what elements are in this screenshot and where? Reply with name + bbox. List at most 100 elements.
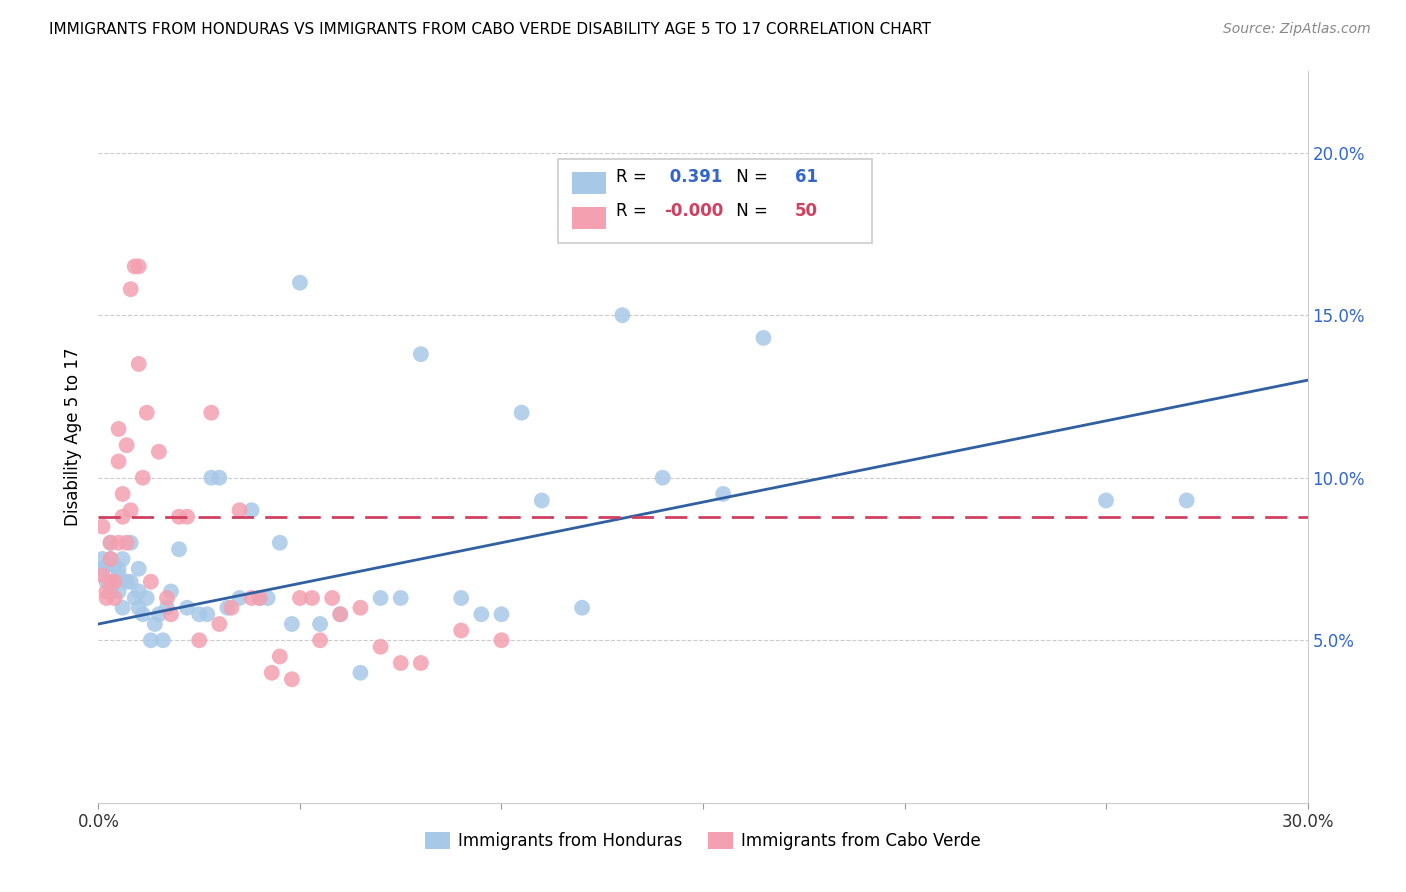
Point [240,503,263,517]
Point [329,607,352,622]
Point [120,282,142,296]
Point [167,509,190,524]
Point [111,487,134,501]
Point [510,406,533,420]
Point [96,591,118,605]
Point [107,562,129,576]
Point [156,600,179,615]
Point [208,617,231,632]
Point [100,535,122,549]
Point [370,640,392,654]
Point [100,574,122,589]
Point [91,552,114,566]
Point [120,535,142,549]
Point [156,591,179,605]
Point [111,600,134,615]
Bar [572,207,606,228]
Point [288,591,311,605]
Point [281,673,304,687]
Point [329,607,352,622]
Point [256,591,278,605]
Point [409,347,432,361]
Point [103,574,125,589]
Point [91,519,114,533]
Point [612,308,634,322]
Point [111,552,134,566]
Point [651,471,673,485]
Point [221,600,243,615]
Point [240,591,263,605]
Point [176,600,198,615]
Point [309,633,332,648]
Text: -0.000: -0.000 [664,202,724,219]
Point [711,487,734,501]
Point [143,617,166,632]
Point [571,600,593,615]
Legend: Immigrants from Honduras, Immigrants from Cabo Verde: Immigrants from Honduras, Immigrants fro… [419,825,987,856]
Point [249,591,271,605]
Point [389,656,412,670]
Point [349,600,371,615]
Point [301,591,323,605]
Point [752,331,775,345]
Point [132,471,155,485]
Point [128,357,150,371]
Point [107,422,129,436]
Point [195,607,218,622]
Text: N =: N = [731,168,773,186]
Point [96,558,118,573]
Point [103,574,125,589]
Point [217,600,239,615]
Point [100,552,122,566]
Point [152,633,174,648]
Point [450,624,472,638]
Point [115,438,138,452]
Point [389,591,412,605]
Point [107,584,129,599]
Point [260,665,283,680]
Point [450,591,472,605]
Point [132,607,155,622]
Point [249,591,271,605]
Text: R =: R = [616,168,652,186]
Point [100,535,122,549]
Point [128,260,150,274]
Point [128,600,150,615]
Point [135,591,157,605]
Point [409,656,432,670]
Point [281,617,304,632]
Point [148,607,170,622]
Point [491,633,513,648]
Point [370,591,392,605]
Point [167,542,190,557]
Point [188,633,211,648]
Y-axis label: Disability Age 5 to 17: Disability Age 5 to 17 [65,348,83,526]
Text: 0.391: 0.391 [664,168,723,186]
Point [111,509,134,524]
Text: 61: 61 [794,168,818,186]
Text: R =: R = [616,202,652,219]
Point [200,471,222,485]
Point [228,503,250,517]
FancyBboxPatch shape [558,159,872,244]
Point [96,584,118,599]
Point [100,552,122,566]
Point [124,591,146,605]
Point [91,568,114,582]
Point [120,503,142,517]
Point [107,568,129,582]
Point [103,558,125,573]
Point [1175,493,1198,508]
Point [1095,493,1118,508]
Point [321,591,343,605]
Point [103,591,125,605]
Point [200,406,222,420]
Point [107,535,129,549]
Text: N =: N = [731,202,773,219]
Text: Source: ZipAtlas.com: Source: ZipAtlas.com [1223,22,1371,37]
Point [160,607,183,622]
Point [135,406,157,420]
Point [269,649,291,664]
Point [139,574,162,589]
Point [228,591,250,605]
